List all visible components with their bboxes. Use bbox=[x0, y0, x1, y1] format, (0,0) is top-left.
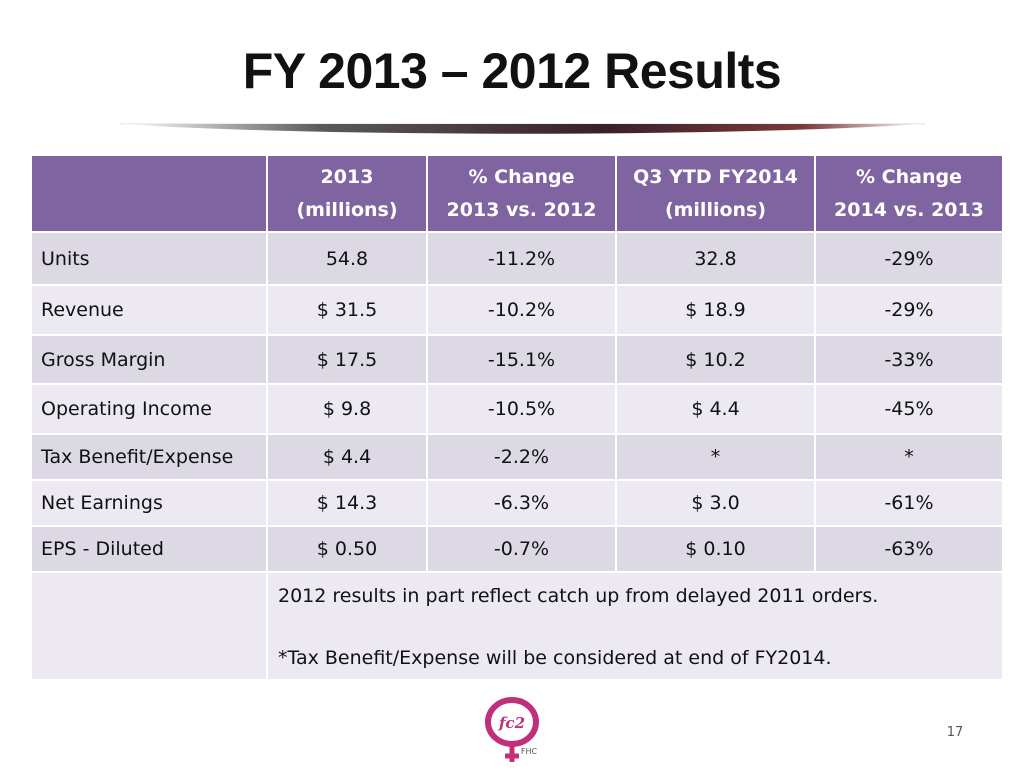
table-row: Operating Income $ 9.8 -10.5% $ 4.4 -45% bbox=[30, 383, 1004, 435]
row-label: EPS - Diluted bbox=[30, 525, 268, 573]
row-label: Operating Income bbox=[30, 383, 268, 435]
row-label: Gross Margin bbox=[30, 334, 268, 385]
results-table: 2013 (millions) % Change 2013 vs. 2012 Q… bbox=[30, 154, 1004, 681]
header-cell: 2013 (millions) bbox=[266, 154, 428, 233]
header-cell: % Change 2013 vs. 2012 bbox=[426, 154, 617, 233]
title-divider bbox=[120, 123, 925, 134]
notes-blank-cell bbox=[30, 571, 268, 681]
table-cell: -0.7% bbox=[426, 525, 617, 573]
table-cell: -63% bbox=[814, 525, 1004, 573]
row-label: Tax Benefit/Expense bbox=[30, 433, 268, 481]
table-row: EPS - Diluted $ 0.50 -0.7% $ 0.10 -63% bbox=[30, 525, 1004, 573]
note-tax: *Tax Benefit/Expense will be considered … bbox=[278, 647, 832, 669]
table-row: Gross Margin $ 17.5 -15.1% $ 10.2 -33% bbox=[30, 334, 1004, 385]
table-cell: -15.1% bbox=[426, 334, 617, 385]
row-label: Revenue bbox=[30, 284, 268, 336]
table-cell: -61% bbox=[814, 479, 1004, 527]
row-label: Units bbox=[30, 231, 268, 286]
table-row: Tax Benefit/Expense $ 4.4 -2.2% * * bbox=[30, 433, 1004, 481]
note-orders: 2012 results in part reflect catch up fr… bbox=[278, 585, 879, 607]
table-cell: -29% bbox=[814, 284, 1004, 336]
table-cell: -2.2% bbox=[426, 433, 617, 481]
table-cell: $ 4.4 bbox=[615, 383, 816, 435]
table-header-row: 2013 (millions) % Change 2013 vs. 2012 Q… bbox=[30, 154, 1004, 233]
notes-row: 2012 results in part reflect catch up fr… bbox=[30, 571, 1004, 681]
table-cell: -6.3% bbox=[426, 479, 617, 527]
table-cell: * bbox=[814, 433, 1004, 481]
table-cell: $ 10.2 bbox=[615, 334, 816, 385]
header-cell-blank bbox=[30, 154, 268, 233]
logo-mark-text: fc2 bbox=[498, 714, 525, 732]
table-cell: -33% bbox=[814, 334, 1004, 385]
header-cell: % Change 2014 vs. 2013 bbox=[814, 154, 1004, 233]
table-cell: -45% bbox=[814, 383, 1004, 435]
table-cell: -11.2% bbox=[426, 231, 617, 286]
table-cell: $ 31.5 bbox=[266, 284, 428, 336]
table-cell: $ 3.0 bbox=[615, 479, 816, 527]
table-cell: * bbox=[615, 433, 816, 481]
table-cell: $ 18.9 bbox=[615, 284, 816, 336]
table-cell: $ 9.8 bbox=[266, 383, 428, 435]
row-label: Net Earnings bbox=[30, 479, 268, 527]
page-number: 17 bbox=[946, 725, 964, 740]
table-row: Net Earnings $ 14.3 -6.3% $ 3.0 -61% bbox=[30, 479, 1004, 527]
table-cell: $ 14.3 bbox=[266, 479, 428, 527]
table-row: Units 54.8 -11.2% 32.8 -29% bbox=[30, 231, 1004, 286]
table-cell: $ 4.4 bbox=[266, 433, 428, 481]
table-row: Revenue $ 31.5 -10.2% $ 18.9 -29% bbox=[30, 284, 1004, 336]
table-cell: $ 17.5 bbox=[266, 334, 428, 385]
note-spacer bbox=[278, 611, 992, 643]
company-logo: fc2 FHC bbox=[485, 697, 539, 762]
table-cell: -10.2% bbox=[426, 284, 617, 336]
table-cell: -29% bbox=[814, 231, 1004, 286]
table-cell: 32.8 bbox=[615, 231, 816, 286]
table-cell: $ 0.10 bbox=[615, 525, 816, 573]
table-cell: 54.8 bbox=[266, 231, 428, 286]
notes-cell: 2012 results in part reflect catch up fr… bbox=[266, 571, 1004, 681]
table-cell: $ 0.50 bbox=[266, 525, 428, 573]
header-cell: Q3 YTD FY2014 (millions) bbox=[615, 154, 816, 233]
slide-title: FY 2013 – 2012 Results bbox=[242, 43, 782, 99]
logo-company-text: FHC bbox=[521, 747, 538, 756]
table-cell: -10.5% bbox=[426, 383, 617, 435]
